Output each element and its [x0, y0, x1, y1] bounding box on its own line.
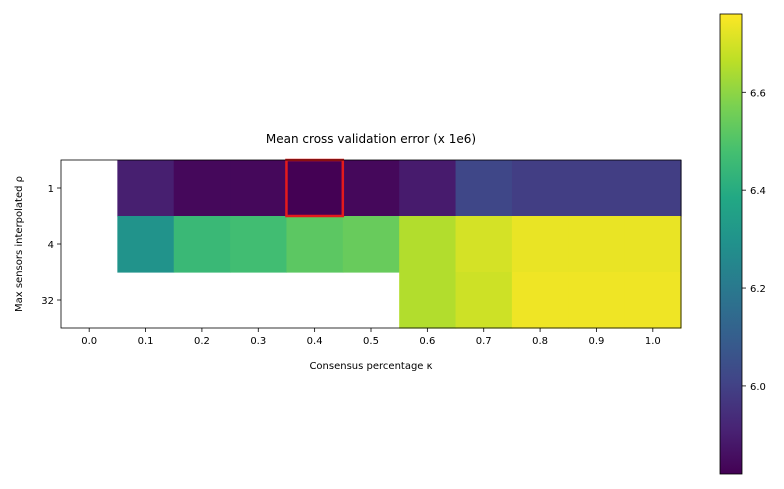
heatmap-cell	[173, 216, 231, 273]
heatmap-cells	[117, 160, 682, 329]
y-tick-label: 1	[48, 184, 54, 195]
heatmap-cell	[286, 160, 344, 217]
heatmap-cell	[511, 272, 569, 329]
heatmap-cell	[624, 160, 682, 217]
x-axis-label: Consensus percentage κ	[309, 361, 432, 372]
x-ticks: 0.0 0.1 0.2 0.3 0.4 0.5 0.6 0.7 0.8 0.9 1.0	[81, 328, 661, 347]
x-tick-label: 0.1	[138, 336, 154, 347]
heatmap-cell	[399, 216, 457, 273]
x-tick-label: 0.3	[250, 336, 266, 347]
heatmap-cell	[455, 272, 513, 329]
x-tick-label: 0.5	[363, 336, 379, 347]
colorbar-tick-label: 6.2	[750, 284, 766, 295]
y-ticks: 1 4 32	[41, 184, 61, 307]
y-tick-label: 32	[41, 296, 54, 307]
heatmap-cell	[399, 272, 457, 329]
heatmap-cell	[399, 160, 457, 217]
x-tick-label: 1.0	[645, 336, 661, 347]
colorbar-tick-label: 6.6	[750, 88, 766, 99]
x-tick-label: 0.2	[194, 336, 210, 347]
heatmap-cell	[230, 160, 288, 217]
heatmap-cell	[342, 216, 400, 273]
heatmap-cell	[173, 160, 231, 217]
heatmap-cell	[624, 272, 682, 329]
heatmap-cell	[511, 160, 569, 217]
colorbar-gradient	[720, 14, 742, 474]
heatmap-cell	[455, 160, 513, 217]
colorbar-frame	[719, 13, 743, 475]
y-tick-label: 4	[48, 240, 54, 251]
heatmap-cell	[511, 216, 569, 273]
x-tick-label: 0.0	[81, 336, 97, 347]
heatmap-cell	[624, 216, 682, 273]
heatmap-cell	[342, 160, 400, 217]
heatmap-cell	[568, 216, 626, 273]
x-tick-label: 0.7	[476, 336, 492, 347]
x-tick-label: 0.8	[532, 336, 548, 347]
x-tick-label: 0.4	[307, 336, 323, 347]
heatmap-cell	[117, 216, 175, 273]
x-tick-label: 0.6	[419, 336, 435, 347]
y-axis-label: Max sensors interpolated ρ	[14, 176, 25, 312]
heatmap-cell	[230, 216, 288, 273]
heatmap-cell	[568, 272, 626, 329]
colorbar-tick-label: 6.4	[750, 186, 766, 197]
heatmap-cell	[286, 216, 344, 273]
heatmap-cell	[568, 160, 626, 217]
chart-title: Mean cross validation error (x 1e6)	[266, 132, 476, 146]
x-tick-label: 0.9	[589, 336, 605, 347]
heatmap-cell	[455, 216, 513, 273]
colorbar-tick-label: 6.0	[750, 382, 766, 393]
heatmap-cell	[117, 160, 175, 217]
colorbar: 6.0 6.2 6.4 6.6	[719, 13, 766, 475]
